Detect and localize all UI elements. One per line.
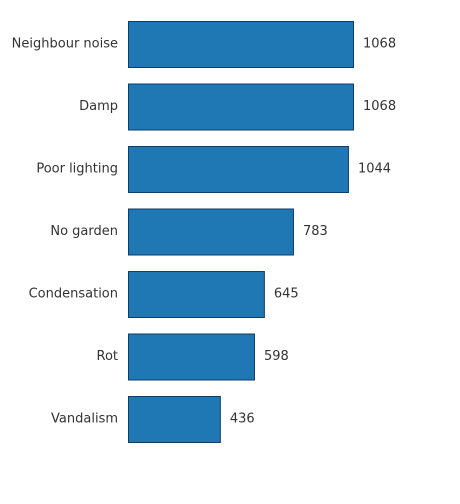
category-label: Neighbour noise: [12, 37, 118, 52]
value-label: 1044: [358, 162, 391, 177]
bar-condensation: [128, 271, 265, 318]
bar-poor-lighting: [128, 146, 349, 193]
value-labels: 1068 1068 1044 783 645 598 436: [230, 37, 396, 427]
bar-neighbour-noise: [128, 21, 354, 68]
category-label: No garden: [50, 224, 118, 239]
bar-vandalism: [128, 396, 221, 443]
bar-no-garden: [128, 208, 294, 256]
value-label: 783: [303, 224, 328, 239]
category-labels: Neighbour noise Damp Poor lighting No garde…: [12, 37, 118, 427]
value-label: 1068: [363, 37, 396, 52]
value-label: 598: [264, 349, 289, 364]
category-label: Poor lighting: [36, 162, 118, 177]
category-label: Condensation: [29, 287, 118, 302]
bar-damp: [128, 83, 354, 131]
category-label: Damp: [79, 99, 118, 114]
value-label: 436: [230, 412, 255, 427]
category-label: Rot: [97, 349, 119, 364]
value-label: 645: [274, 287, 299, 302]
bar-rot: [128, 333, 255, 381]
bars: [128, 21, 354, 443]
value-label: 1068: [363, 99, 396, 114]
category-label: Vandalism: [51, 412, 118, 427]
